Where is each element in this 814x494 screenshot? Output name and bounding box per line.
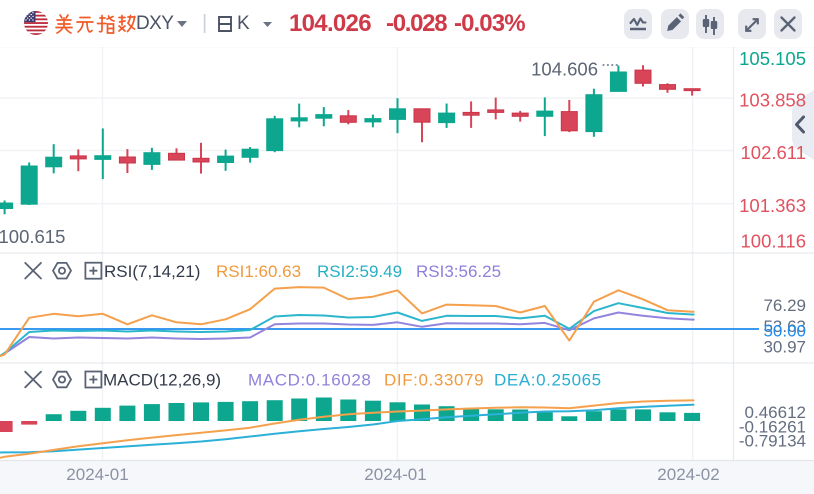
svg-text:MACD(12,26,9): MACD(12,26,9) xyxy=(103,371,221,390)
svg-text:103.858: 103.858 xyxy=(739,90,806,111)
svg-text:50.00: 50.00 xyxy=(763,322,806,341)
svg-text:DIF:0.33079: DIF:0.33079 xyxy=(384,371,484,390)
svg-text:101.363: 101.363 xyxy=(739,195,806,216)
svg-text:104.606: 104.606 xyxy=(531,59,598,80)
svg-text:MACD:0.16028: MACD:0.16028 xyxy=(248,371,371,390)
svg-text:0.46612: 0.46612 xyxy=(745,403,806,422)
svg-text:-0.79134: -0.79134 xyxy=(739,431,806,450)
svg-text:RSI3:56.25: RSI3:56.25 xyxy=(416,262,501,281)
svg-text:RSI(7,14,21): RSI(7,14,21) xyxy=(104,262,200,281)
svg-text:-0.16261: -0.16261 xyxy=(739,417,806,436)
svg-text:105.105: 105.105 xyxy=(739,48,806,69)
svg-text:DEA:0.25065: DEA:0.25065 xyxy=(494,371,602,390)
svg-text:30.97: 30.97 xyxy=(763,338,806,357)
svg-text:RSI2:59.49: RSI2:59.49 xyxy=(317,262,402,281)
svg-text:100.116: 100.116 xyxy=(741,231,807,252)
svg-text:76.29: 76.29 xyxy=(763,296,806,315)
svg-text:100.615: 100.615 xyxy=(0,226,65,247)
svg-text:2024-01: 2024-01 xyxy=(364,465,426,484)
svg-text:102.611: 102.611 xyxy=(741,142,807,163)
svg-text:53.63: 53.63 xyxy=(763,317,806,336)
svg-text:2024-01: 2024-01 xyxy=(66,465,128,484)
svg-text:2024-02: 2024-02 xyxy=(657,465,719,484)
svg-text:RSI1:60.63: RSI1:60.63 xyxy=(216,262,301,281)
